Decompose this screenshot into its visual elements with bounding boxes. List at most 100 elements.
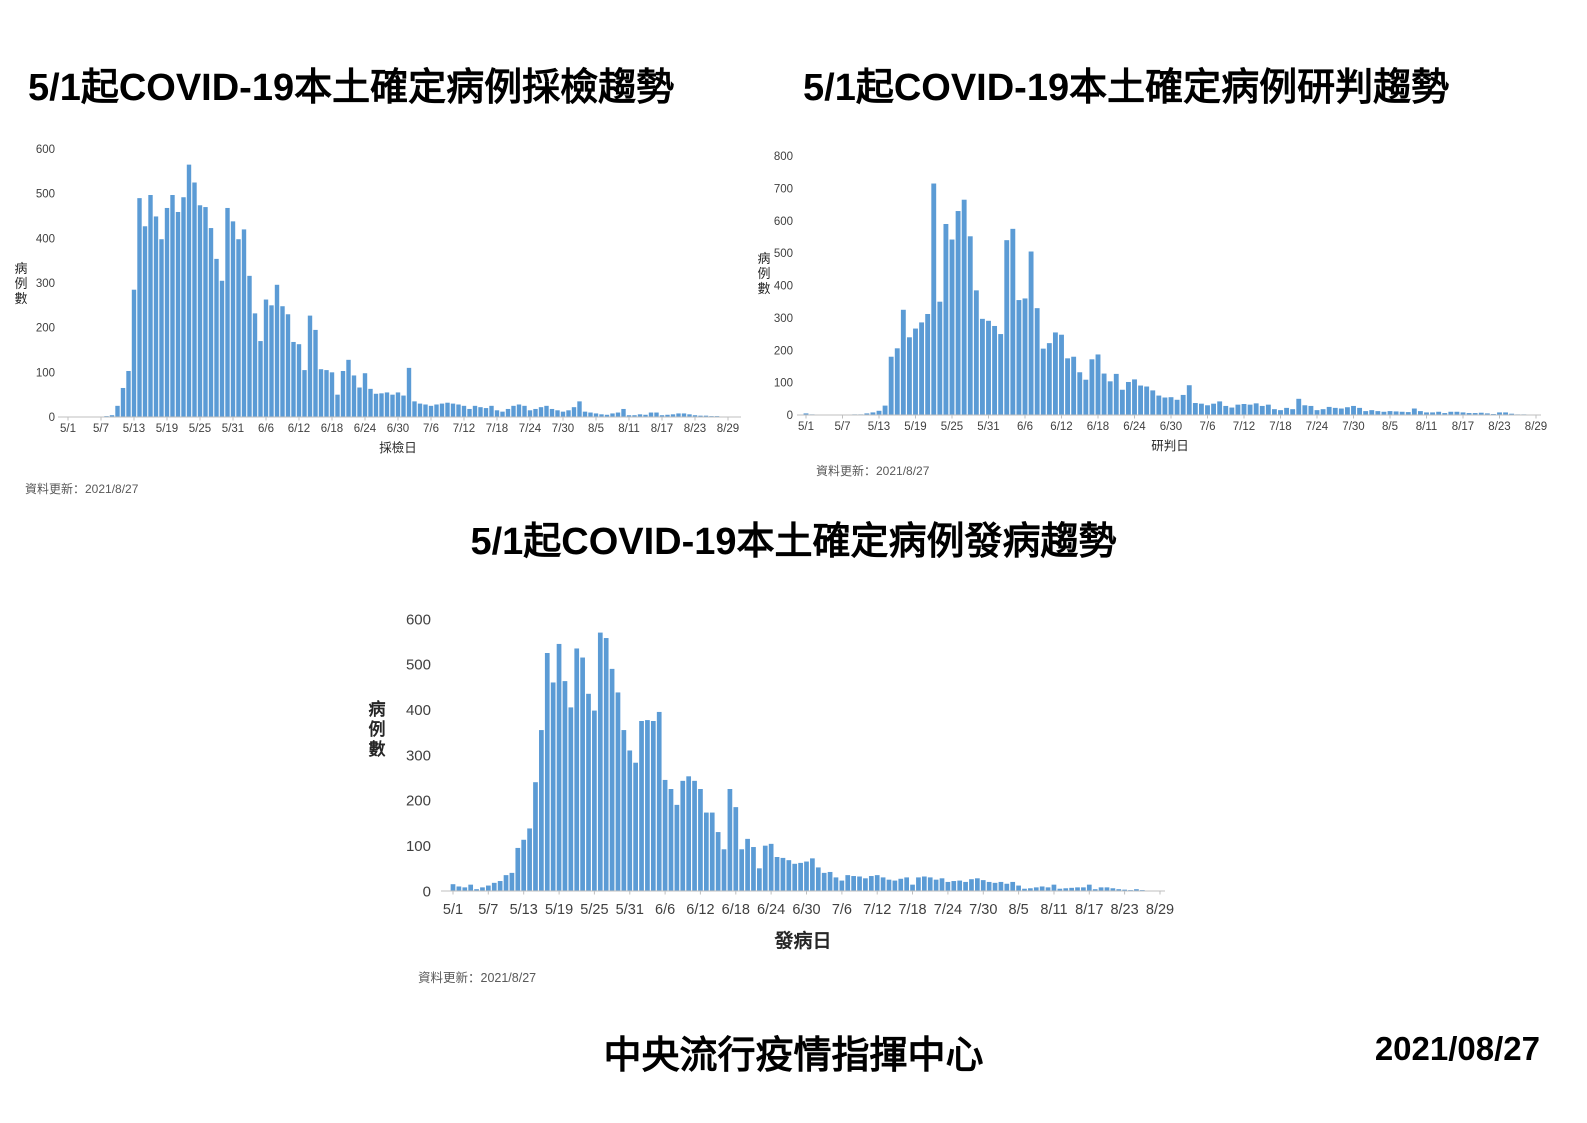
svg-text:6/30: 6/30	[792, 902, 820, 918]
svg-text:500: 500	[406, 657, 431, 674]
svg-text:5/7: 5/7	[835, 421, 851, 433]
svg-text:8/11: 8/11	[618, 423, 640, 435]
y-tick-labels: 0 100 200 300 400 500 600 700 800	[774, 151, 793, 422]
svg-text:8/29: 8/29	[717, 423, 739, 435]
svg-text:5/1: 5/1	[60, 423, 76, 435]
svg-text:5/1: 5/1	[798, 421, 814, 433]
svg-text:8/11: 8/11	[1040, 902, 1067, 918]
svg-text:5/25: 5/25	[580, 902, 608, 918]
svg-text:0: 0	[787, 410, 793, 422]
svg-text:7/6: 7/6	[423, 423, 439, 435]
chart-sampling-trend: 0 100 200 300 400 500 600 5/1 5/7 5/13 5/19 5/25 5/3…	[14, 144, 741, 455]
svg-text:7/12: 7/12	[863, 902, 891, 918]
svg-text:8/5: 8/5	[588, 423, 604, 435]
svg-text:600: 600	[774, 216, 793, 228]
x-axis-title: 發病日	[773, 929, 831, 952]
svg-text:8/17: 8/17	[651, 423, 673, 435]
svg-text:600: 600	[406, 611, 431, 628]
y-axis-title: 病例數	[369, 699, 386, 759]
chart-sampling-title: 5/1起COVID-19本土確定病例採檢趨勢	[28, 67, 675, 109]
svg-text:8/17: 8/17	[1452, 421, 1474, 433]
svg-text:7/6: 7/6	[832, 902, 852, 918]
x-axis-title: 採檢日	[379, 440, 417, 455]
svg-text:5/13: 5/13	[868, 421, 890, 433]
svg-text:800: 800	[774, 151, 793, 163]
svg-text:200: 200	[406, 793, 431, 810]
x-tick-labels: 5/1 5/7 5/13 5/19 5/25 5/31 6/6 6/12 6/18 6/24 6/3…	[60, 417, 739, 435]
chart-sampling-update-note: 資料更新：2021/8/27	[25, 482, 139, 496]
svg-text:5/13: 5/13	[123, 423, 145, 435]
chart-onset-title: 5/1起COVID-19本土確定病例發病趨勢	[470, 521, 1117, 563]
svg-text:8/23: 8/23	[1488, 421, 1510, 433]
svg-text:7/30: 7/30	[969, 902, 997, 918]
svg-text:200: 200	[36, 323, 55, 335]
svg-text:6/12: 6/12	[1050, 421, 1072, 433]
footer-date: 2021/08/27	[1374, 1030, 1540, 1067]
svg-text:6/24: 6/24	[757, 902, 785, 918]
svg-text:0: 0	[49, 412, 55, 424]
svg-text:7/12: 7/12	[453, 423, 475, 435]
svg-text:8/23: 8/23	[1110, 902, 1138, 918]
svg-text:7/18: 7/18	[1269, 421, 1291, 433]
svg-text:6/30: 6/30	[387, 423, 409, 435]
bars	[450, 632, 1151, 891]
svg-text:5/13: 5/13	[510, 902, 538, 918]
svg-text:5/31: 5/31	[977, 421, 999, 433]
y-axis-title: 病例數	[14, 261, 27, 306]
svg-text:100: 100	[774, 378, 793, 390]
svg-text:5/1: 5/1	[443, 902, 463, 918]
svg-text:500: 500	[36, 189, 55, 201]
svg-text:5/25: 5/25	[189, 423, 211, 435]
svg-text:6/30: 6/30	[1160, 421, 1182, 433]
svg-text:100: 100	[36, 367, 55, 379]
y-tick-labels: 0 100 200 300 400 500 600	[406, 611, 431, 900]
svg-text:6/24: 6/24	[354, 423, 377, 435]
svg-text:6/24: 6/24	[1123, 421, 1146, 433]
svg-text:5/19: 5/19	[156, 423, 178, 435]
svg-text:6/12: 6/12	[288, 423, 310, 435]
svg-text:400: 400	[406, 702, 431, 719]
svg-text:6/18: 6/18	[1087, 421, 1109, 433]
svg-text:6/6: 6/6	[258, 423, 274, 435]
y-axis-title: 病例數	[757, 251, 770, 296]
x-axis-title: 研判日	[1151, 439, 1189, 453]
bars	[104, 164, 725, 417]
bars	[803, 183, 1533, 416]
svg-text:600: 600	[36, 144, 55, 156]
svg-text:500: 500	[774, 248, 793, 260]
svg-text:8/11: 8/11	[1416, 421, 1438, 433]
svg-text:7/6: 7/6	[1200, 421, 1216, 433]
svg-text:5/19: 5/19	[904, 421, 926, 433]
svg-text:300: 300	[36, 278, 55, 290]
chart-onset-update-note: 資料更新：2021/8/27	[418, 971, 537, 985]
svg-text:6/6: 6/6	[1017, 421, 1033, 433]
x-tick-labels: 5/1 5/7 5/13 5/19 5/25 5/31 6/6 6/12 6/18 6/24 6/3…	[798, 415, 1547, 433]
chart-judgment-title: 5/1起COVID-19本土確定病例研判趨勢	[803, 67, 1450, 109]
svg-text:5/25: 5/25	[941, 421, 963, 433]
svg-text:0: 0	[423, 883, 431, 900]
svg-text:8/17: 8/17	[1075, 902, 1103, 918]
svg-text:8/29: 8/29	[1146, 902, 1174, 918]
y-tick-labels: 0 100 200 300 400 500 600	[36, 144, 55, 424]
svg-text:5/7: 5/7	[93, 423, 109, 435]
svg-text:100: 100	[406, 838, 431, 855]
svg-text:7/12: 7/12	[1233, 421, 1255, 433]
chart-judgment-update-note: 資料更新：2021/8/27	[816, 464, 930, 478]
svg-text:5/7: 5/7	[478, 902, 498, 918]
svg-text:6/12: 6/12	[686, 902, 714, 918]
svg-text:200: 200	[774, 345, 793, 357]
svg-text:6/6: 6/6	[655, 902, 675, 918]
svg-text:6/18: 6/18	[722, 902, 750, 918]
svg-text:7/18: 7/18	[486, 423, 508, 435]
svg-text:700: 700	[774, 183, 793, 195]
svg-text:300: 300	[406, 747, 431, 764]
svg-text:7/30: 7/30	[1342, 421, 1364, 433]
svg-text:8/5: 8/5	[1382, 421, 1398, 433]
chart-onset-trend: 0 100 200 300 400 500 600 5/1 5/7 5/13 5/19 5/25 5/3…	[369, 611, 1175, 952]
svg-text:8/23: 8/23	[684, 423, 706, 435]
svg-text:7/18: 7/18	[898, 902, 926, 918]
svg-text:7/24: 7/24	[1306, 421, 1329, 433]
svg-text:400: 400	[774, 281, 793, 293]
